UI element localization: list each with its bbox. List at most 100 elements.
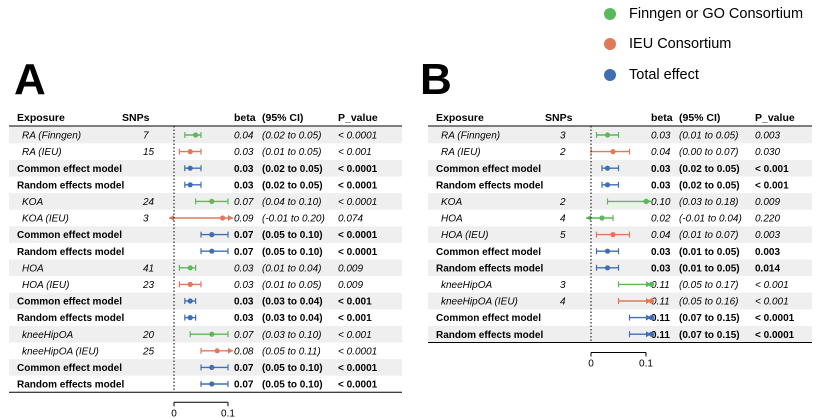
row-beta: 0.03 [651, 164, 671, 175]
point-estimate [604, 132, 611, 138]
point-estimate [648, 331, 655, 337]
row-beta: 0.04 [651, 230, 671, 241]
point-estimate [187, 281, 193, 287]
row-exposure: Random effects model [17, 380, 124, 391]
row-ci: (0.01 to 0.05) [679, 131, 738, 142]
point-estimate [648, 281, 655, 287]
row-stripe [9, 292, 402, 310]
row-pvalue: < 0.001 [338, 313, 372, 324]
header-snps: SNPs [545, 112, 573, 124]
row-snps: 7 [143, 131, 149, 142]
point-estimate [604, 248, 611, 254]
row-pvalue: < 0.0001 [338, 131, 377, 142]
ci-arrow-left [169, 215, 174, 221]
panel-letter-b: B [420, 55, 452, 104]
point-estimate [610, 232, 616, 238]
legend-dot-icon [604, 8, 616, 20]
point-estimate [187, 165, 193, 171]
row-snps: 4 [560, 214, 566, 225]
row-beta: 0.11 [651, 330, 670, 341]
row-pvalue: < 0.0001 [338, 380, 378, 391]
point-estimate [648, 315, 655, 321]
row-snps: 2 [559, 147, 566, 158]
legend-item-total: Total effect [604, 66, 699, 84]
row-exposure: Random effects model [436, 180, 543, 191]
row-stripe [428, 126, 812, 144]
row-pvalue: < 0.0001 [338, 247, 378, 258]
point-estimate [643, 198, 649, 204]
row-beta: 0.07 [234, 230, 254, 241]
row-beta: 0.03 [234, 147, 254, 158]
row-stripe [9, 126, 402, 144]
row-ci: (0.01 to 0.04) [262, 263, 321, 274]
row-exposure: kneeHipOA (IEU) [441, 297, 518, 308]
legend-dot-icon [604, 69, 616, 81]
row-beta: 0.02 [651, 214, 671, 225]
row-exposure: RA (Finngen) [441, 131, 500, 142]
row-pvalue: 0.014 [755, 263, 780, 274]
row-exposure: Common effect model [17, 297, 122, 308]
ci-arrow-right [646, 298, 651, 304]
row-pvalue: < 0.001 [755, 164, 789, 175]
legend-label: IEU Consortium [629, 36, 732, 52]
row-ci: (0.04 to 0.10) [262, 197, 321, 208]
header-pvalue: P_value [755, 112, 795, 124]
row-beta: 0.03 [234, 263, 254, 274]
row-pvalue: 0.003 [755, 131, 780, 142]
row-exposure: RA (IEU) [441, 147, 481, 158]
row-beta: 0.08 [234, 346, 254, 357]
row-ci: (0.05 to 0.10) [262, 247, 323, 258]
panel-letter-a: A [14, 55, 46, 104]
row-stripe [428, 325, 812, 343]
row-pvalue: < 0.001 [755, 280, 789, 291]
row-ci: (0.03 to 0.04) [262, 297, 323, 308]
point-estimate [604, 165, 611, 171]
row-pvalue: < 0.0001 [338, 346, 377, 357]
row-ci: (-0.01 to 0.20) [262, 214, 325, 225]
row-stripe [428, 259, 812, 277]
row-pvalue: 0.003 [755, 230, 780, 241]
row-stripe [428, 159, 812, 177]
row-beta: 0.07 [234, 197, 254, 208]
point-estimate [648, 298, 655, 304]
row-ci: (0.03 to 0.10) [262, 330, 321, 341]
row-ci: (0.02 to 0.05) [262, 164, 323, 175]
header-beta: beta [651, 112, 673, 124]
x-tick-label: 0 [171, 408, 177, 418]
row-ci: (0.03 to 0.04) [262, 313, 323, 324]
row-beta: 0.03 [234, 297, 254, 308]
row-pvalue: < 0.0001 [755, 313, 795, 324]
point-estimate [187, 265, 193, 271]
point-estimate [187, 182, 193, 188]
row-ci: (0.05 to 0.16) [679, 297, 738, 308]
row-snps: 4 [560, 297, 566, 308]
row-ci: (0.01 to 0.05) [262, 147, 321, 158]
row-pvalue: < 0.0001 [338, 363, 378, 374]
row-exposure: RA (Finngen) [22, 131, 81, 142]
row-exposure: HOA [441, 214, 463, 225]
point-estimate [187, 315, 193, 321]
point-estimate [209, 381, 215, 387]
x-tick-label: 0.1 [221, 408, 235, 418]
point-estimate [209, 248, 215, 254]
row-beta: 0.03 [651, 247, 671, 258]
row-ci: (0.05 to 0.17) [679, 280, 738, 291]
point-estimate [610, 149, 616, 155]
row-pvalue: 0.009 [338, 263, 363, 274]
row-beta: 0.11 [651, 313, 670, 324]
point-estimate [604, 265, 611, 271]
row-beta: 0.11 [651, 297, 670, 308]
point-estimate [214, 348, 220, 354]
row-exposure: kneeHipOA [441, 280, 492, 291]
row-exposure: Common effect model [436, 247, 541, 258]
row-beta: 0.07 [234, 247, 254, 258]
row-beta: 0.03 [651, 180, 671, 191]
row-exposure: Common effect model [17, 363, 122, 374]
row-exposure: KOA [22, 197, 43, 208]
row-ci: (0.01 to 0.05) [679, 263, 740, 274]
row-beta: 0.04 [234, 131, 254, 142]
row-beta: 0.07 [234, 330, 254, 341]
row-pvalue: < 0.001 [755, 180, 789, 191]
row-pvalue: < 0.001 [338, 147, 372, 158]
row-snps: 41 [143, 263, 154, 274]
